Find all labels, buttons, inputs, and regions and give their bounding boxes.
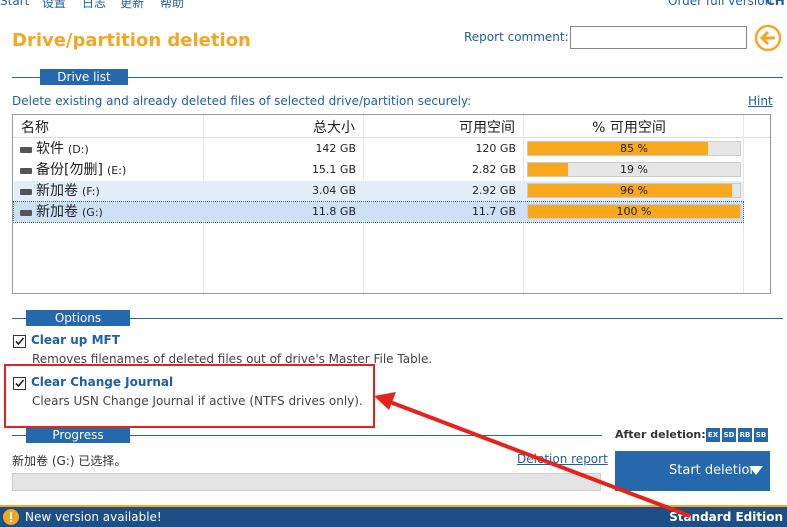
column-header: 总大小 bbox=[313, 120, 355, 136]
column-header: 名称 bbox=[21, 120, 49, 136]
percent-label: 19 % bbox=[620, 163, 648, 176]
menu-item[interactable]: 日志 bbox=[82, 0, 107, 10]
option-label[interactable]: Clear up MFT bbox=[31, 333, 120, 347]
page-title: Drive/partition deletion bbox=[12, 30, 251, 51]
after-deletion-icon[interactable]: EX bbox=[706, 428, 720, 442]
drive-letter: (D:) bbox=[68, 143, 89, 156]
free-space: 120 GB bbox=[475, 142, 516, 155]
dropdown-arrow bbox=[749, 466, 763, 475]
after-deletion-label: After deletion: bbox=[615, 428, 706, 441]
total-size: 11.8 GB bbox=[311, 205, 356, 218]
free-space: 11.7 GB bbox=[471, 205, 516, 218]
column-header: % 可用空间 bbox=[592, 120, 666, 136]
percent-bar bbox=[528, 163, 569, 176]
drive-name: 备份[勿删] bbox=[36, 162, 103, 178]
progress-status: 新加卷 (G:) 已选择。 bbox=[12, 454, 127, 468]
section-header: Options bbox=[26, 310, 130, 326]
percent-track: 85 % bbox=[527, 141, 741, 156]
language[interactable]: CH bbox=[766, 0, 785, 8]
checkbox[interactable] bbox=[13, 335, 26, 348]
percent-track: 19 % bbox=[527, 162, 741, 177]
free-space: 2.82 GB bbox=[471, 163, 516, 176]
checkbox[interactable] bbox=[13, 377, 26, 390]
percent-bar bbox=[528, 205, 740, 218]
option-description: Removes filenames of deleted files out o… bbox=[32, 352, 433, 366]
drive-letter: (G:) bbox=[82, 206, 103, 219]
drive-list-description: Delete existing and already deleted file… bbox=[12, 94, 472, 108]
percent-bar bbox=[528, 184, 732, 197]
total-size: 3.04 GB bbox=[311, 184, 356, 197]
percent-label: 96 % bbox=[620, 184, 648, 197]
percent-track: 100 % bbox=[527, 204, 741, 219]
total-size: 142 GB bbox=[315, 142, 356, 155]
drive-icon bbox=[20, 210, 32, 216]
drive-row[interactable]: 新加卷 (F:) 3.04 GB 2.92 GB 96 % bbox=[14, 181, 743, 201]
drive-icon bbox=[20, 168, 32, 174]
start-button[interactable]: Start deletion bbox=[615, 451, 770, 491]
drive-icon bbox=[20, 147, 32, 153]
checkmark bbox=[15, 337, 25, 346]
start-button-label: Start deletion bbox=[669, 463, 758, 478]
arrow-head bbox=[374, 392, 396, 410]
order-link[interactable]: Order full version bbox=[668, 0, 773, 8]
section-header: Drive list bbox=[40, 69, 128, 85]
free-space: 2.92 GB bbox=[471, 184, 516, 197]
report-comment-label: Report comment: bbox=[464, 30, 569, 44]
divider bbox=[12, 77, 783, 78]
deletion-report-link[interactable]: Deletion report bbox=[517, 452, 608, 466]
status-message[interactable]: New version available! bbox=[25, 510, 162, 524]
after-deletion-icon[interactable]: SB bbox=[754, 428, 768, 442]
section-header: Progress bbox=[26, 427, 130, 443]
drive-name: 新加卷 bbox=[36, 204, 78, 220]
report-comment-input[interactable] bbox=[570, 26, 747, 49]
drive-letter: (F:) bbox=[82, 185, 100, 198]
option-description: Clears USN Change Journal if active (NTF… bbox=[32, 394, 363, 408]
percent-bar bbox=[528, 142, 709, 155]
total-size: 15.1 GB bbox=[311, 163, 356, 176]
drive-row[interactable]: 新加卷 (G:) 11.8 GB 11.7 GB 100 % bbox=[13, 201, 744, 223]
option-label[interactable]: Clear Change Journal bbox=[31, 375, 174, 389]
after-deletion-icon[interactable]: SD bbox=[722, 428, 736, 442]
divider bbox=[12, 318, 783, 319]
status-bar: New version available! Standard Edition bbox=[0, 505, 787, 527]
column-header: 可用空间 bbox=[459, 120, 515, 136]
edition: Standard Edition bbox=[669, 510, 783, 524]
divider bbox=[12, 435, 602, 436]
progress-bar bbox=[12, 473, 601, 491]
drive-row[interactable]: 软件 (D:) 142 GB 120 GB 85 % bbox=[14, 139, 743, 159]
percent-label: 85 % bbox=[620, 142, 648, 155]
checkmark bbox=[15, 379, 25, 388]
menu-item[interactable]: 帮助 bbox=[160, 0, 185, 10]
drive-icon bbox=[20, 189, 32, 195]
drive-name: 新加卷 bbox=[36, 183, 78, 199]
percent-label: 100 % bbox=[616, 205, 652, 218]
drive-row[interactable]: 备份[勿删] (E:) 15.1 GB 2.82 GB 19 % bbox=[14, 160, 743, 180]
hint-link[interactable]: Hint bbox=[748, 94, 773, 108]
back-button[interactable] bbox=[754, 24, 784, 54]
percent-track: 96 % bbox=[527, 183, 741, 198]
drive-name: 软件 bbox=[36, 141, 64, 157]
menu-item[interactable]: 设置 bbox=[42, 0, 67, 10]
drive-table: 名称 总大小 可用空间 % 可用空间软件 (D:) 142 GB 120 GB 85 % 备份[… bbox=[12, 114, 771, 294]
column-divider bbox=[743, 115, 744, 293]
after-deletion-icon[interactable]: RB bbox=[738, 428, 752, 442]
menu-item[interactable]: Start bbox=[0, 0, 30, 8]
warning-icon bbox=[3, 509, 19, 525]
table-header bbox=[13, 115, 770, 138]
drive-letter: (E:) bbox=[107, 164, 127, 177]
menu-item[interactable]: 更新 bbox=[120, 0, 145, 10]
